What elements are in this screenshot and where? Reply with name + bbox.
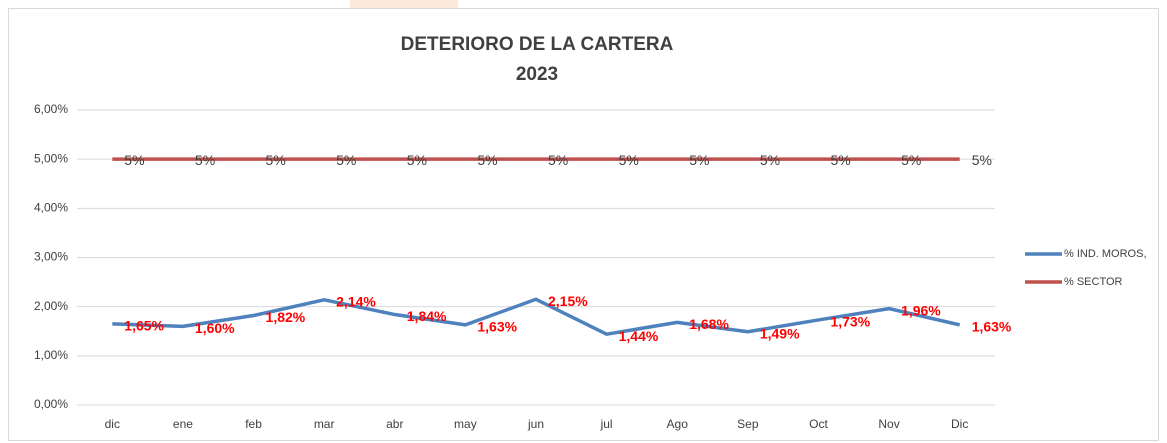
x-tick-label: abr [386,417,403,431]
data-label: 1,63% [477,319,517,335]
data-label: 2,15% [548,293,588,309]
x-tick-label: Ago [667,417,689,431]
data-label: 1,65% [124,318,164,334]
y-tick-label: 2,00% [34,299,68,313]
y-tick-label: 0,00% [34,397,68,411]
data-label: 1,49% [760,325,800,341]
y-tick-label: 4,00% [34,201,68,215]
data-label: 1,68% [689,316,729,332]
legend-label: % IND. MOROS, [1064,248,1147,260]
chart-subtitle: 2023 [516,64,558,85]
y-tick-label: 5,00% [34,151,68,165]
data-label: 1,73% [830,314,870,330]
x-tick-label: Sep [737,417,759,431]
x-tick-label: dic [105,417,120,431]
data-label: 5% [336,152,356,168]
x-tick-label: ene [173,417,193,431]
data-label: 5% [901,152,921,168]
data-label: 5% [195,152,215,168]
data-label: 1,63% [972,319,1012,335]
data-label: 5% [477,152,497,168]
y-tick-label: 6,00% [34,102,68,116]
chart-title: DETERIORO DE LA CARTERA [401,34,674,55]
x-tick-label: Nov [878,417,899,431]
tab-highlight [350,0,458,8]
data-label: 5% [407,152,427,168]
data-label: 5% [124,152,144,168]
x-tick-label: may [454,417,477,431]
data-label: 1,60% [195,320,235,336]
data-label: 5% [972,152,992,168]
data-label: 5% [548,152,568,168]
x-tick-label: jul [600,417,613,431]
y-tick-label: 3,00% [34,250,68,264]
data-label: 5% [266,152,286,168]
data-label: 1,82% [266,309,306,325]
data-label: 1,44% [619,328,659,344]
x-tick-label: jun [527,417,544,431]
data-label: 5% [689,152,709,168]
data-label: 1,84% [407,308,447,324]
y-tick-label: 1,00% [34,348,68,362]
data-label: 2,14% [336,293,376,309]
data-label: 5% [619,152,639,168]
x-tick-label: Oct [809,417,828,431]
data-label: 5% [760,152,780,168]
legend-label: % SECTOR [1064,276,1123,288]
chart-border [8,8,1159,441]
x-tick-label: Dic [951,417,968,431]
data-label: 5% [830,152,850,168]
x-tick-label: feb [245,417,262,431]
data-label: 1,96% [901,302,941,318]
series-line [112,297,961,336]
x-tick-label: mar [314,417,335,431]
